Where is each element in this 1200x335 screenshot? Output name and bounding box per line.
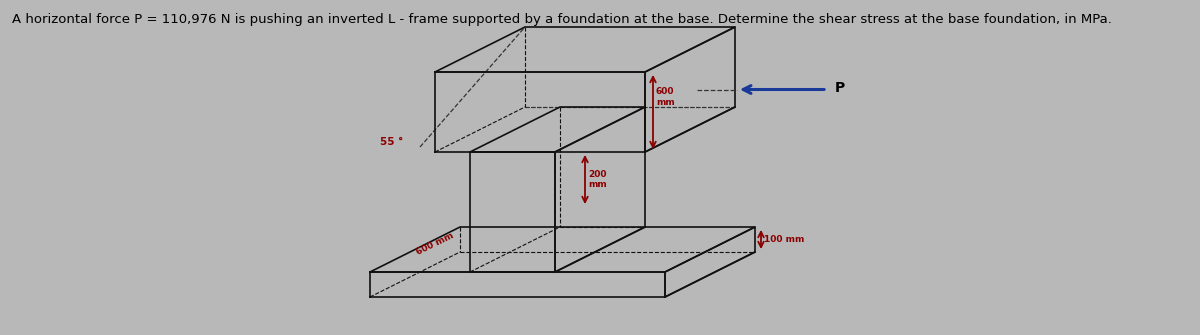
Text: 200
mm: 200 mm [588, 170, 607, 189]
Text: 600
mm: 600 mm [656, 87, 674, 107]
Text: P: P [835, 80, 845, 94]
Text: 100 mm: 100 mm [764, 235, 804, 244]
Text: 55 °: 55 ° [380, 137, 403, 147]
Text: A horizontal force P = 110,976 N is pushing an inverted L - frame supported by a: A horizontal force P = 110,976 N is push… [12, 13, 1112, 26]
Text: 600 mm: 600 mm [415, 231, 455, 257]
